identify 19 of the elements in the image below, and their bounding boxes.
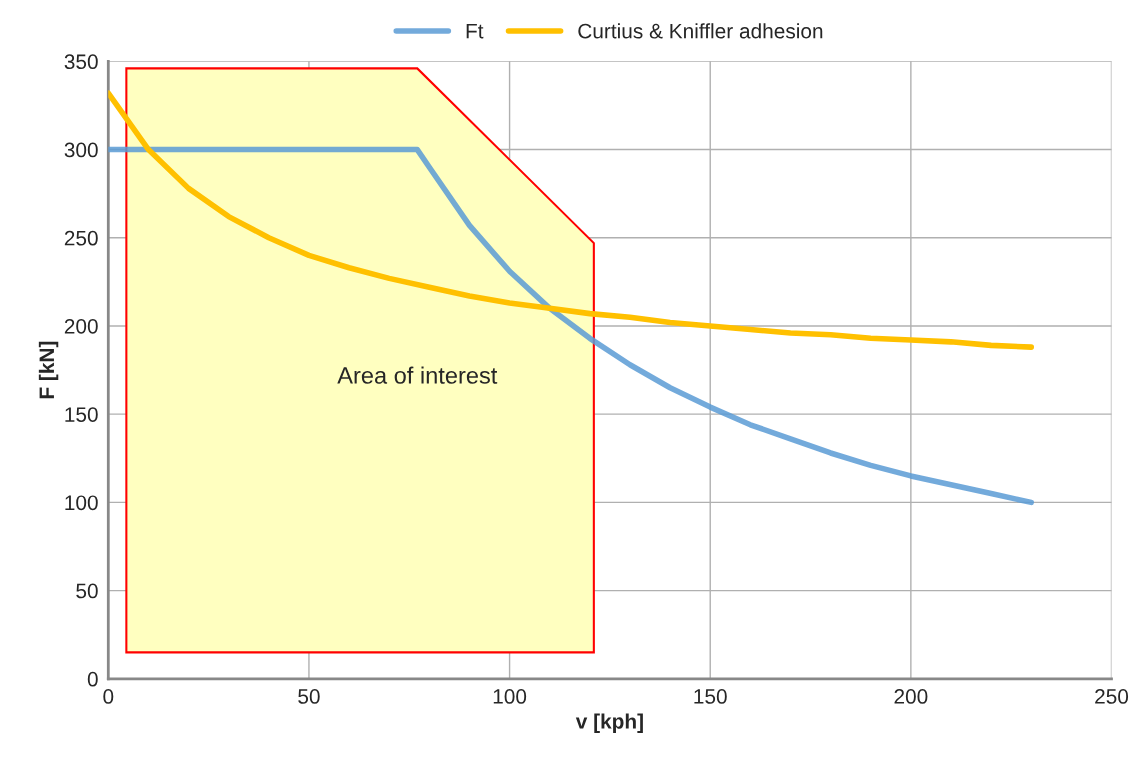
- y-tick-label: 100: [65, 495, 98, 511]
- y-tick-label: 0: [87, 671, 98, 687]
- x-tick-label: 250: [1095, 689, 1129, 704]
- x-tick-label: 50: [298, 689, 320, 704]
- annotation: Area of interest: [337, 366, 498, 384]
- y-tick-label: 350: [64, 54, 98, 70]
- x-tick-label: 0: [103, 689, 114, 704]
- legend-label: Ft: [466, 23, 484, 39]
- y-tick-label: 150: [65, 407, 98, 422]
- legend-label: Curtius & Kniffler adhesion: [578, 23, 823, 39]
- y-tick-label: 200: [64, 318, 98, 334]
- y-axis-title: F [kN]: [38, 341, 59, 399]
- y-tick-label: 250: [64, 230, 98, 246]
- x-axis-title: v [kph]: [575, 713, 643, 733]
- y-tick-label: 300: [64, 142, 98, 158]
- y-tick-label: 50: [76, 583, 98, 599]
- x-tick-label: 150: [694, 689, 727, 704]
- x-tick-label: 100: [493, 689, 527, 704]
- x-tick-label: 200: [894, 689, 928, 704]
